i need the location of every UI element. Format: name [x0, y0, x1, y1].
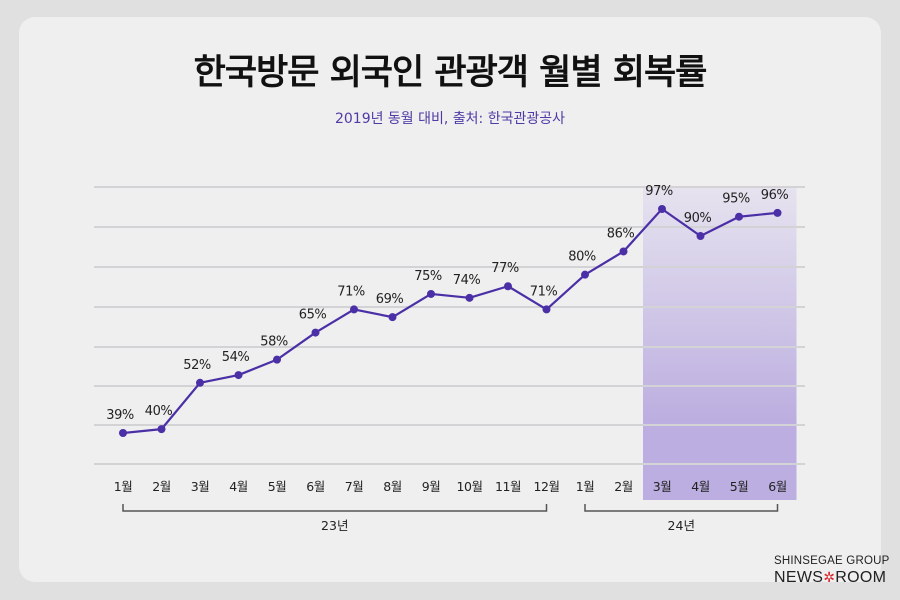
x-tick-label: 12월 [534, 479, 560, 494]
x-tick-label: 4월 [691, 479, 709, 494]
logo-news: NEWS [774, 568, 824, 586]
group-label: 23년 [321, 518, 348, 533]
data-point [581, 270, 589, 279]
x-tick-label: 2월 [614, 479, 632, 494]
series-line [122, 207, 778, 435]
data-label: 97% [645, 184, 673, 199]
x-tick-label: 9월 [422, 479, 440, 494]
x-tick-label: 6월 [768, 479, 786, 494]
x-tick-label: 6월 [306, 479, 324, 494]
x-tick-label: 10월 [457, 479, 483, 494]
shinsegae-newsroom-logo: SHINSEGAE GROUP NEWS✲ROOM [774, 555, 890, 586]
data-label: 40% [145, 404, 173, 419]
data-label: 86% [607, 226, 635, 241]
logo-line1: SHINSEGAE GROUP [774, 555, 890, 567]
data-label: 54% [222, 350, 250, 365]
data-label: 96% [761, 188, 789, 203]
data-label: 52% [183, 358, 211, 373]
x-tick-label: 5월 [730, 479, 748, 494]
data-label: 65% [299, 308, 327, 323]
group-bracket [584, 504, 779, 512]
data-point [504, 282, 512, 291]
x-tick-label: 7월 [345, 479, 363, 494]
data-point [119, 429, 127, 437]
data-label: 80% [568, 250, 596, 265]
data-point [658, 205, 666, 213]
data-point [388, 313, 397, 322]
data-point [619, 247, 628, 256]
data-point [196, 378, 204, 387]
data-label: 69% [376, 292, 404, 307]
data-label: 75% [414, 269, 442, 284]
data-point [542, 305, 551, 314]
data-label: 58% [260, 335, 288, 350]
data-point [157, 425, 166, 434]
group-label: 24년 [668, 518, 695, 533]
x-tick-label: 8월 [383, 479, 401, 494]
data-label: 71% [530, 284, 558, 299]
data-point [696, 232, 705, 241]
x-tick-label: 11월 [495, 479, 521, 494]
x-tick-label: 1월 [114, 479, 132, 494]
data-point [311, 328, 320, 337]
logo-line2: NEWS✲ROOM [774, 568, 889, 586]
x-tick-label: 2월 [152, 479, 170, 494]
data-point [273, 355, 281, 364]
data-point [350, 305, 358, 314]
logo-room: ROOM [835, 568, 887, 586]
data-point [234, 371, 243, 380]
data-point [465, 293, 474, 302]
chart-title: 한국방문 외국인 관광객 월별 회복률 [193, 53, 708, 93]
data-point [735, 212, 743, 221]
data-label: 95% [722, 192, 750, 207]
group-bracket [122, 504, 548, 512]
x-tick-label: 5월 [268, 479, 286, 494]
data-point [427, 289, 435, 298]
data-label: 74% [453, 273, 481, 288]
data-label: 90% [684, 211, 712, 226]
x-tick-label: 3월 [653, 479, 671, 494]
chart-subtitle: 2019년 동월 대비, 출처: 한국관광공사 [334, 111, 566, 127]
highlight-region [643, 187, 797, 500]
x-tick-label: 4월 [229, 479, 247, 494]
data-label: 77% [491, 261, 519, 276]
data-label: 39% [106, 408, 134, 423]
x-tick-label: 1월 [576, 479, 594, 494]
logo-star-icon: ✲ [823, 568, 836, 585]
data-label: 71% [337, 284, 365, 299]
x-tick-label: 3월 [191, 479, 209, 494]
data-point [773, 208, 782, 217]
